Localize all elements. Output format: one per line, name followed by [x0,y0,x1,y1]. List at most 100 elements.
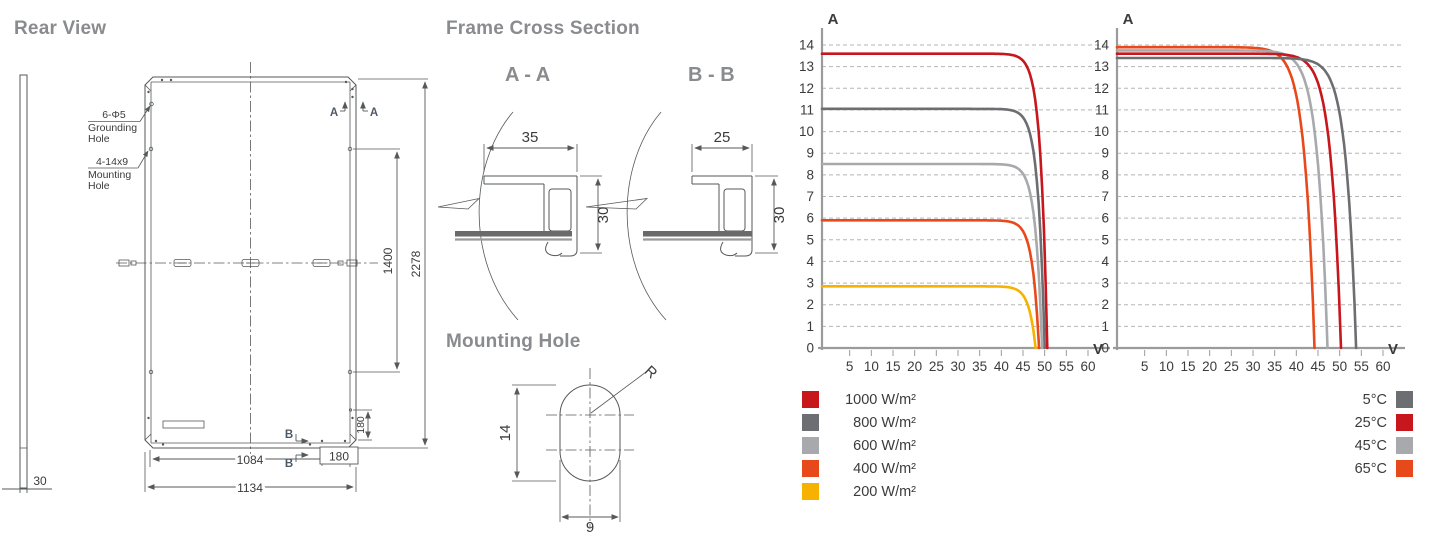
y-tick-label: 3 [806,276,814,291]
dim-hole-radius: R [641,362,661,382]
y-tick-label: 2 [1101,297,1109,312]
y-tick-label: 13 [1094,59,1109,74]
dim-corner-offset-h: 180 [329,450,349,464]
legend-swatch [802,483,819,500]
legend-item: 65°C [1355,460,1413,477]
legend-swatch [802,460,819,477]
y-tick-label: 12 [1094,81,1109,96]
x-tick-label: 5 [1141,359,1149,374]
mounting-hole-label-line2: Mounting [88,169,131,181]
legend-swatch [1396,437,1413,454]
legend-item: 45°C [1355,437,1413,454]
x-tick-label: 30 [1245,359,1260,374]
y-tick-label: 5 [1101,232,1109,247]
y-tick-label: 7 [1101,189,1109,204]
x-tick-label: 20 [1202,359,1217,374]
legend-item: 200 W/m² [802,483,916,500]
legend-label: 600 W/m² [853,437,916,454]
dim-hole-height: 14 [497,425,514,442]
x-tick-label: 50 [1332,359,1347,374]
y-tick-label: 4 [1101,254,1109,269]
mounting-hole-drawing: R 14 9 [497,362,661,536]
y-tick-label: 8 [1101,167,1109,182]
profile-bb: 25 30 [585,111,788,321]
y-tick-label: 12 [799,81,814,96]
x-tick-label: 45 [1015,359,1030,374]
dim-aa-height: 30 [595,207,612,224]
x-tick-label: 55 [1354,359,1369,374]
legend-swatch [802,391,819,408]
iv-curve [820,107,1047,350]
y-axis-unit-label: A [1123,11,1134,28]
x-tick-label: 15 [1180,359,1195,374]
y-tick-label: 0 [806,341,814,356]
legend-label: 800 W/m² [853,414,916,431]
x-tick-label: 45 [1310,359,1325,374]
grounding-hole-label-line3: Hole [88,133,110,145]
legend-item: 1000 W/m² [802,391,916,408]
y-tick-label: 4 [806,254,814,269]
legend-irradiance: 1000 W/m² 800 W/m² 600 W/m² 400 W/m² 200 W/m… [802,391,916,500]
legend-label: 45°C [1354,437,1387,454]
y-tick-label: 3 [1101,276,1109,291]
x-tick-label: 10 [1159,359,1174,374]
y-tick-label: 13 [799,59,814,74]
legend-swatch [1396,414,1413,431]
iv-curve [1115,49,1329,350]
y-tick-label: 14 [1094,38,1110,53]
rivet-dots [147,78,354,446]
profile-aa: 35 30 [437,111,612,321]
frame-cross-section-drawing: 35 30 25 30 [437,111,788,321]
y-tick-label: 1 [1101,319,1109,334]
dim-180-horizontal: 180 [319,446,359,466]
iv-curve [820,219,1041,350]
y-tick-label: 5 [806,232,814,247]
x-tick-label: 25 [929,359,944,374]
y-tick-label: 0 [1101,341,1109,356]
legend-swatch [802,414,819,431]
dim-bb-height: 30 [771,207,788,224]
x-tick-label: 50 [1037,359,1052,374]
iv-curve [820,284,1037,350]
legend-item: 800 W/m² [802,414,916,431]
section-letter-b-top: B [285,429,293,441]
legend-item: 400 W/m² [802,460,916,477]
legend-swatch [1396,391,1413,408]
dim-aa-width: 35 [522,129,539,146]
dim-1134: 1134 [144,452,357,498]
rear-view-title: Rear View [14,18,107,39]
legend-swatch [1396,460,1413,477]
legend-label: 200 W/m² [853,483,916,500]
legend-item: 5°C [1355,391,1413,408]
side-view-profile: 30 [2,74,52,493]
x-tick-label: 25 [1224,359,1239,374]
section-mark-a: A A [330,101,378,119]
y-tick-label: 2 [806,297,814,312]
iv-curve [1115,56,1358,350]
x-tick-label: 35 [972,359,987,374]
legend-item: 600 W/m² [802,437,916,454]
y-tick-label: 6 [806,211,814,226]
x-tick-label: 40 [1289,359,1304,374]
dim-corner-offset-v: 180 [355,416,367,434]
y-tick-label: 14 [799,38,815,53]
y-tick-label: 11 [800,102,814,117]
dim-1400: 1400 [353,148,400,373]
mounting-hole-label-line1: 4-14x9 [96,156,128,168]
dim-hole-width: 9 [586,519,594,536]
legend-label: 1000 W/m² [845,391,916,408]
y-tick-label: 9 [1101,146,1109,161]
mounting-hole-label: 4-14x9 Mounting Hole [88,150,149,192]
x-tick-label: 40 [994,359,1009,374]
x-tick-label: 55 [1059,359,1074,374]
y-tick-label: 7 [806,189,814,204]
x-tick-label: 35 [1267,359,1282,374]
legend-label: 25°C [1354,414,1387,431]
section-aa-title: A - A [505,64,551,86]
x-axis-unit-label: V [1093,341,1103,358]
legend-temperature: 5°C 25°C 45°C 65°C [1355,391,1413,477]
y-tick-label: 11 [1095,102,1109,117]
iv-curve [1115,45,1316,350]
legend-label: 65°C [1354,460,1387,477]
